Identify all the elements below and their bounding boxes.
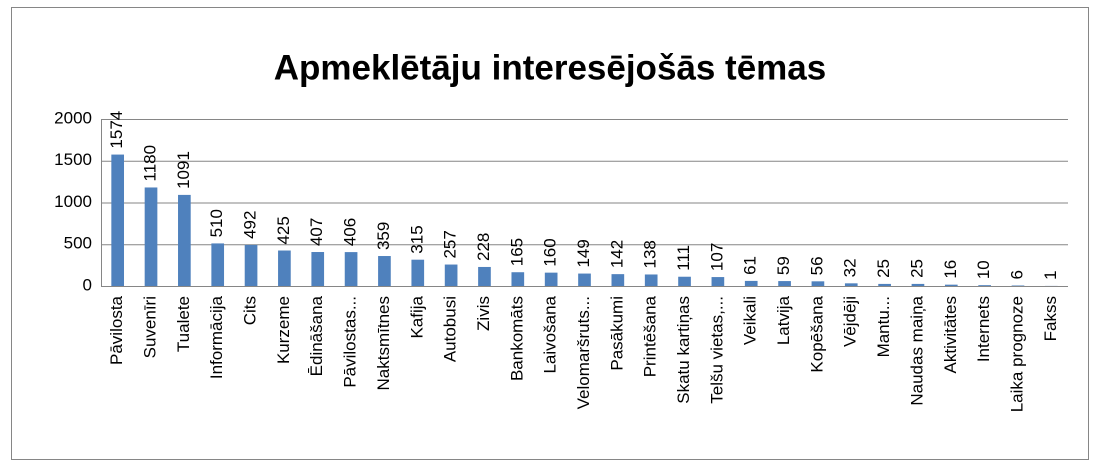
bar xyxy=(578,273,591,286)
x-tick-label: Pasākumi xyxy=(607,296,626,371)
value-label: 138 xyxy=(641,240,660,268)
bar xyxy=(111,154,125,286)
x-tick-label: Skatu kartiņas xyxy=(674,296,693,404)
bar xyxy=(1011,285,1025,286)
value-label: 25 xyxy=(907,259,926,278)
x-tick-label: Pāvilostas... xyxy=(341,296,360,388)
bar xyxy=(944,284,958,286)
value-label: 16 xyxy=(941,260,960,279)
value-label: 228 xyxy=(474,233,493,261)
bar xyxy=(211,243,225,286)
bar xyxy=(344,252,358,286)
value-label: 107 xyxy=(707,243,726,271)
value-label: 257 xyxy=(441,230,460,258)
x-tick-label: Cits xyxy=(241,296,260,325)
value-label: 160 xyxy=(541,238,560,266)
bar xyxy=(511,272,525,286)
value-label: 1180 xyxy=(141,145,160,182)
x-tick-label: Pāvilosta xyxy=(107,295,126,365)
value-label: 10 xyxy=(974,260,993,279)
value-label: 359 xyxy=(374,222,393,250)
value-label: 32 xyxy=(841,258,860,277)
value-label: 111 xyxy=(674,245,693,271)
bar xyxy=(878,283,891,286)
bar xyxy=(911,283,925,286)
value-label: 1 xyxy=(1041,270,1060,279)
value-label: 407 xyxy=(307,218,326,246)
bar xyxy=(144,187,158,286)
y-tick-label: 1500 xyxy=(54,150,92,169)
chart-title: Apmeklētāju interesējošās tēmas xyxy=(274,48,826,87)
x-tick-label: Tualete xyxy=(174,296,193,352)
y-tick-label: 0 xyxy=(83,275,92,294)
value-label: 425 xyxy=(274,216,293,244)
x-tick-label: Aktivitātes xyxy=(941,296,960,373)
y-tick-label: 500 xyxy=(64,234,92,253)
value-label: 56 xyxy=(807,256,826,275)
bar xyxy=(844,283,858,286)
x-tick-label: Vējdēji xyxy=(841,296,860,347)
bar xyxy=(544,272,558,286)
value-label: 165 xyxy=(507,238,526,266)
x-tick-label: Latvija xyxy=(774,295,793,345)
x-tick-label: Autobusi xyxy=(441,296,460,362)
bar xyxy=(311,252,325,286)
bar xyxy=(778,281,791,286)
x-tick-label: Naudas maiņa xyxy=(907,295,926,405)
x-tick-label: Informācija xyxy=(207,295,226,379)
bar xyxy=(178,194,191,286)
value-label: 406 xyxy=(341,218,360,246)
value-label: 59 xyxy=(774,256,793,275)
x-tick-label: Printēšana xyxy=(641,295,660,377)
y-tick-label: 2000 xyxy=(54,108,92,127)
value-label: 492 xyxy=(241,211,260,239)
x-tick-label: Telšu vietas,... xyxy=(707,296,726,404)
x-tick-label: Bankomāts xyxy=(507,296,526,381)
x-tick-label: Kurzeme xyxy=(274,296,293,364)
value-label: 1091 xyxy=(174,151,193,189)
y-tick-label: 1000 xyxy=(54,192,92,211)
value-label: 6 xyxy=(1007,270,1026,279)
value-label: 1574 xyxy=(107,111,126,149)
bar xyxy=(978,285,991,286)
bar xyxy=(244,244,258,286)
value-label: 510 xyxy=(207,209,226,237)
value-label: 25 xyxy=(874,259,893,278)
x-tick-label: Kafija xyxy=(407,295,426,338)
bar xyxy=(278,250,291,286)
bar xyxy=(611,274,625,286)
x-tick-label: Fakss xyxy=(1041,296,1060,341)
bar xyxy=(644,274,658,286)
x-tick-label: Laivošana xyxy=(541,295,560,373)
x-tick-label: Suvenīri xyxy=(141,296,160,358)
x-tick-label: Internets xyxy=(974,296,993,362)
x-tick-label: Laika prognoze xyxy=(1007,296,1026,412)
bar xyxy=(444,264,458,286)
x-tick-label: Veikali xyxy=(741,296,760,345)
x-tick-label: Naktsmītnes xyxy=(374,296,393,390)
chart-frame xyxy=(11,7,1089,460)
bar xyxy=(411,259,425,286)
x-tick-label: Kopēšana xyxy=(807,295,826,372)
value-label: 149 xyxy=(574,239,593,267)
bar xyxy=(678,276,691,286)
x-tick-label: Velomaršruts... xyxy=(574,296,593,409)
bar xyxy=(478,266,491,286)
value-label: 142 xyxy=(607,240,626,268)
value-label: 61 xyxy=(741,256,760,275)
bar xyxy=(811,281,825,286)
bar xyxy=(378,256,391,286)
x-tick-label: Zivis xyxy=(474,296,493,331)
value-label: 315 xyxy=(407,225,426,253)
x-tick-label: Mantu... xyxy=(874,296,893,357)
x-tick-label: Ēdināšana xyxy=(307,295,326,376)
bar xyxy=(711,277,725,286)
bar xyxy=(744,280,758,286)
